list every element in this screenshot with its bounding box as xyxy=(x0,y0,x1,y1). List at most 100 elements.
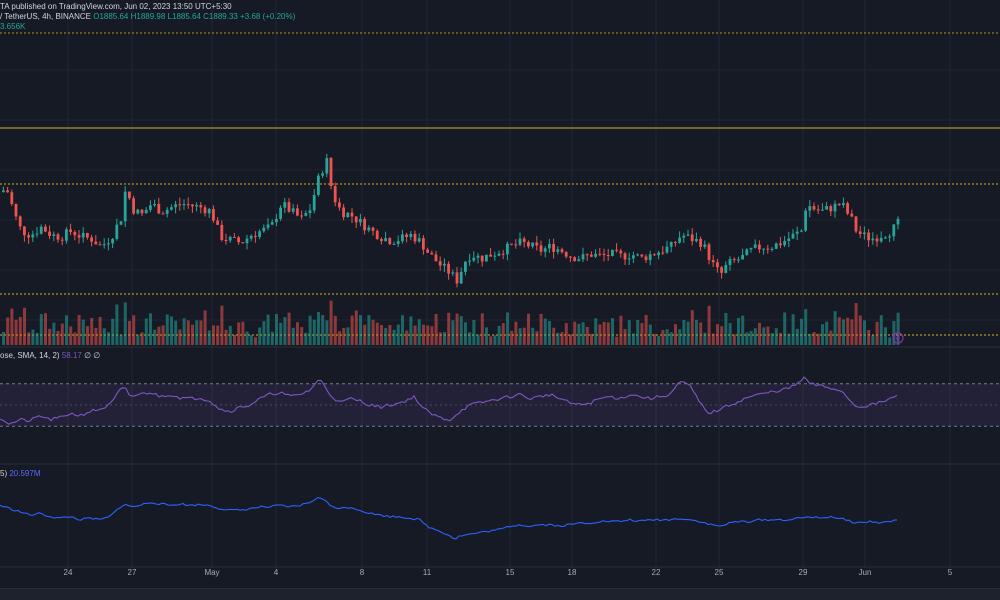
candle-body-52 xyxy=(220,224,224,240)
candle-body-196 xyxy=(825,206,828,210)
volume-bar-124 xyxy=(522,327,526,345)
candle-body-117 xyxy=(493,255,497,257)
volume-bar-204 xyxy=(858,315,862,345)
candle-body-113 xyxy=(476,255,480,258)
candle-body-20 xyxy=(86,232,89,238)
volume-bar-177 xyxy=(745,332,749,345)
candle-body-122 xyxy=(514,244,518,246)
volume-bar-12 xyxy=(52,322,56,345)
volume-bar-25 xyxy=(107,332,110,345)
candle-body-55 xyxy=(233,236,236,238)
candle-body-38 xyxy=(161,213,165,215)
volume-bar-182 xyxy=(766,326,770,345)
volume-bar-23 xyxy=(98,317,102,345)
volume-bar-147 xyxy=(619,315,623,345)
volume-bar-145 xyxy=(611,318,614,345)
candle-body-80 xyxy=(338,202,341,208)
candle-body-138 xyxy=(581,254,585,260)
volume-bar-140 xyxy=(590,333,593,345)
candle-body-8 xyxy=(35,233,39,235)
candle-body-158 xyxy=(665,246,669,253)
candle-body-169 xyxy=(711,259,715,263)
candle-body-83 xyxy=(350,212,354,217)
volume-bar-176 xyxy=(741,315,745,345)
volume-bar-137 xyxy=(577,323,581,345)
candle-body-184 xyxy=(774,243,778,249)
volume-bar-60 xyxy=(254,337,257,345)
candle-body-147 xyxy=(619,250,623,254)
volume-bar-97 xyxy=(409,316,413,345)
candle-body-40 xyxy=(170,207,173,210)
candle-body-0 xyxy=(2,190,5,192)
candle-body-51 xyxy=(216,220,219,225)
candle-body-89 xyxy=(375,230,379,240)
volume-bar-121 xyxy=(510,330,514,345)
candle-body-208 xyxy=(875,238,879,242)
candle-body-140 xyxy=(590,254,593,257)
volume-bar-104 xyxy=(438,332,442,345)
volume-bar-163 xyxy=(686,321,690,345)
candle-body-151 xyxy=(636,254,639,256)
candle-body-43 xyxy=(182,204,186,206)
volume-bar-85 xyxy=(359,315,362,345)
volume-bar-101 xyxy=(426,325,430,345)
volume-bar-20 xyxy=(86,326,89,345)
candle-body-142 xyxy=(598,253,602,255)
volume-bar-88 xyxy=(371,319,375,345)
volume-bar-194 xyxy=(816,333,820,345)
candle-body-59 xyxy=(249,235,253,239)
volume-bar-208 xyxy=(875,321,879,345)
candle-body-31 xyxy=(132,198,135,214)
volume-bar-199 xyxy=(837,317,841,345)
volume-bar-8 xyxy=(35,332,39,345)
volume-bar-54 xyxy=(228,325,232,345)
candle-body-22 xyxy=(94,241,98,245)
candle-body-157 xyxy=(661,252,665,254)
candle-body-2 xyxy=(10,192,14,204)
volume-bar-36 xyxy=(153,329,157,345)
candle-body-162 xyxy=(682,235,686,238)
candle-body-209 xyxy=(879,237,883,242)
volume-bar-2 xyxy=(10,308,14,345)
volume-bar-32 xyxy=(136,334,140,345)
volume-bar-210 xyxy=(884,327,887,345)
candle-body-3 xyxy=(14,203,18,217)
volume-bar-26 xyxy=(111,318,115,345)
volume-bar-41 xyxy=(174,320,178,345)
x-tick-label-5: 11 xyxy=(423,568,432,577)
volume-bar-10 xyxy=(44,313,47,345)
volume-bar-55 xyxy=(233,334,236,345)
lightning-icon-bolt xyxy=(895,334,900,342)
candle-body-170 xyxy=(716,262,719,268)
candle-body-76 xyxy=(321,173,324,176)
volume-bar-125 xyxy=(527,313,530,345)
volume-bar-94 xyxy=(396,324,400,345)
candle-body-111 xyxy=(468,260,471,262)
candle-body-115 xyxy=(485,254,488,262)
volume-bar-127 xyxy=(535,331,539,345)
obv-value: 20.597M xyxy=(9,469,41,478)
volume-bar-87 xyxy=(367,315,371,345)
candle-body-156 xyxy=(657,252,660,256)
candle-body-36 xyxy=(153,203,156,206)
volume-bar-89 xyxy=(375,322,379,345)
ohlc-change: +3.68 (+0.20%) xyxy=(240,12,296,21)
candle-body-190 xyxy=(800,230,803,232)
volume-bar-200 xyxy=(842,319,845,345)
volume-bar-126 xyxy=(531,327,535,345)
volume-bar-211 xyxy=(888,337,892,345)
candle-body-199 xyxy=(837,203,841,206)
volume-bar-93 xyxy=(392,329,396,345)
volume-bar-38 xyxy=(161,325,165,345)
volume-bar-138 xyxy=(581,322,585,345)
volume-bar-207 xyxy=(871,335,875,345)
candle-body-91 xyxy=(384,238,387,242)
candle-body-62 xyxy=(262,227,266,232)
candle-body-23 xyxy=(98,244,102,246)
candle-body-164 xyxy=(690,234,694,242)
candle-body-44 xyxy=(186,204,190,206)
volume-bar-71 xyxy=(300,327,304,345)
candle-body-45 xyxy=(191,204,194,207)
volume-bar-201 xyxy=(846,317,850,345)
